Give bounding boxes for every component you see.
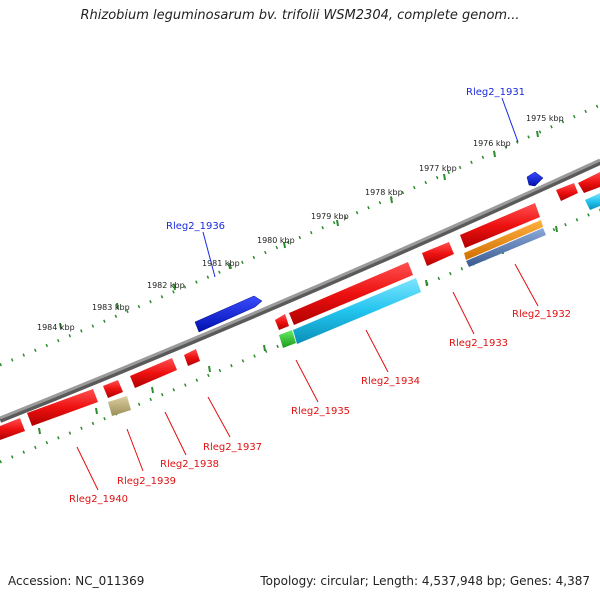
gene-label-rleg2-1935[interactable]: Rleg2_1935 [291, 406, 350, 417]
tick-label: 1981 kbp [202, 259, 240, 268]
cds-feature-khaki[interactable] [108, 396, 131, 416]
tick-label: 1979 kbp [311, 212, 349, 221]
cds-feature-cyan[interactable] [293, 278, 421, 344]
tick-label: 1982 kbp [147, 281, 185, 290]
gene-label-rleg2-1937[interactable]: Rleg2_1937 [203, 442, 262, 453]
gene-feature[interactable] [130, 358, 177, 388]
tick-label: 1983 kbp [92, 303, 130, 312]
gene-label-rleg2-1936[interactable]: Rleg2_1936 [166, 221, 225, 232]
gene-feature[interactable] [289, 262, 413, 325]
tick-label: 1984 kbp [37, 323, 75, 332]
cds-feature-cyan-right[interactable] [585, 193, 600, 210]
gene-label-rleg2-1938[interactable]: Rleg2_1938 [160, 459, 219, 470]
gene-feature[interactable] [556, 183, 578, 201]
gene-label-rleg2-1939[interactable]: Rleg2_1939 [117, 476, 176, 487]
gene-label-rleg2-1931[interactable]: Rleg2_1931 [466, 87, 525, 98]
gene-feature[interactable] [184, 349, 200, 366]
cds-feature-orange[interactable] [464, 220, 543, 260]
label-leaders-blue [202, 97, 519, 278]
genome-summary-text: Topology: circular; Length: 4,537,948 bp… [260, 574, 590, 588]
tick-label: 1977 kbp [419, 164, 457, 173]
gene-feature[interactable] [275, 314, 289, 330]
tick-label: 1975 kbp [526, 114, 564, 123]
gene-feature[interactable] [103, 380, 123, 398]
accession-text: Accession: NC_011369 [8, 574, 145, 588]
gene-label-rleg2-1932[interactable]: Rleg2_1932 [512, 309, 571, 320]
gene-feature[interactable] [460, 203, 540, 248]
tick-label: 1976 kbp [473, 139, 511, 148]
label-leaders-red [76, 263, 539, 491]
genome-backbone-shadow [0, 159, 600, 423]
gene-label-rleg2-1934[interactable]: Rleg2_1934 [361, 376, 420, 387]
tick-label: 1980 kbp [257, 236, 295, 245]
genome-backbone [0, 158, 600, 420]
gene-rleg2-1936[interactable] [194, 295, 263, 333]
gene-feature[interactable] [27, 389, 98, 426]
cds-feature-green[interactable] [279, 330, 296, 348]
outer-tick-track [0, 103, 600, 367]
gene-label-rleg2-1940[interactable]: Rleg2_1940 [69, 494, 128, 505]
gene-feature[interactable] [578, 172, 600, 193]
tick-label: 1978 kbp [365, 188, 403, 197]
major-ticks-outer [59, 130, 539, 330]
gene-rleg2-1931[interactable] [526, 171, 544, 187]
red-gene-features [0, 172, 600, 440]
cds-feature-steel[interactable] [466, 228, 546, 267]
map-title: Rhizobium leguminosarum bv. trifolii WSM… [80, 8, 520, 23]
gene-label-rleg2-1933[interactable]: Rleg2_1933 [449, 338, 508, 349]
gene-feature[interactable] [0, 418, 25, 440]
gene-feature[interactable] [422, 242, 454, 266]
